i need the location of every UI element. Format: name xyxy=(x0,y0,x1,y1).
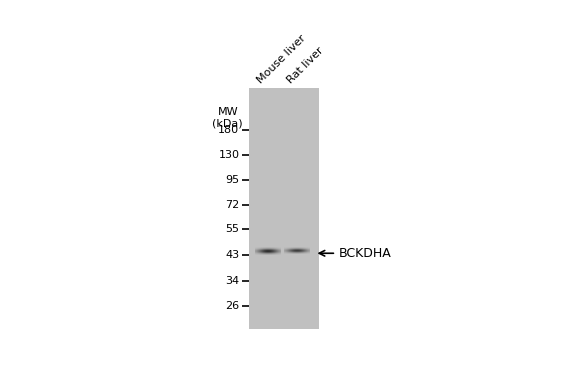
Text: 34: 34 xyxy=(225,276,239,286)
Text: BCKDHA: BCKDHA xyxy=(339,247,391,260)
Text: MW
(kDa): MW (kDa) xyxy=(212,107,243,129)
Text: Rat liver: Rat liver xyxy=(285,45,325,85)
Text: 43: 43 xyxy=(225,250,239,260)
Text: Mouse liver: Mouse liver xyxy=(255,33,308,85)
Text: 130: 130 xyxy=(218,150,239,161)
Text: 26: 26 xyxy=(225,301,239,311)
Text: 55: 55 xyxy=(225,224,239,234)
Text: 95: 95 xyxy=(225,175,239,185)
Text: 180: 180 xyxy=(218,125,239,135)
Text: 72: 72 xyxy=(225,200,239,210)
Bar xyxy=(250,88,319,329)
